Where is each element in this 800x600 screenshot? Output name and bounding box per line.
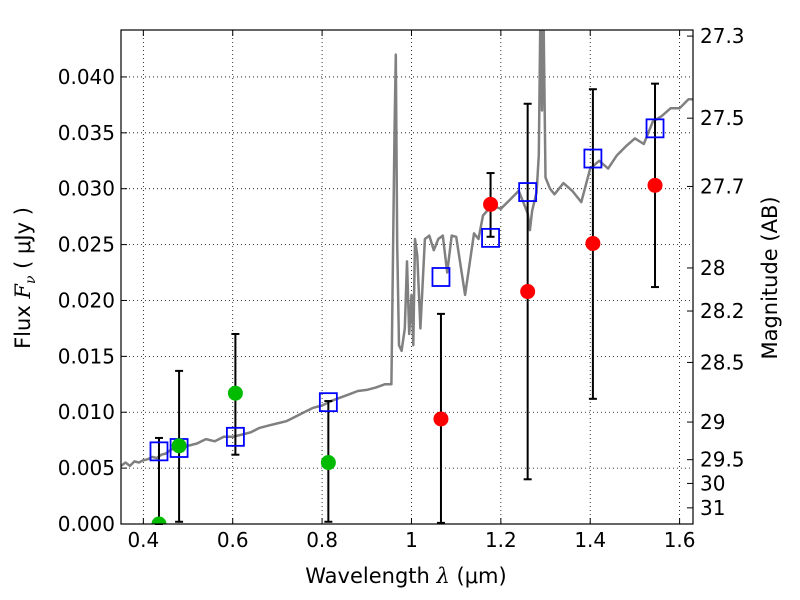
observed-point xyxy=(171,438,187,454)
model-photometry-point xyxy=(645,118,665,139)
plot-frame xyxy=(120,29,694,525)
model-photometry-point xyxy=(583,148,603,169)
x-tick-label: 0.8 xyxy=(306,528,338,552)
observed-point xyxy=(320,455,336,471)
x-tick-label: 1 xyxy=(405,528,418,552)
y2-tick-label: 28 xyxy=(700,256,725,280)
observed-point xyxy=(227,385,243,401)
y-tick-label: 0.000 xyxy=(58,512,115,536)
x-axis-title: Wavelength λ (μm) xyxy=(305,564,506,588)
tick-labels: 0.4 0.6 0.8 1 1.2 1.4 1.6 0.000 0.005 0.010 0.015 0… xyxy=(58,24,745,552)
observed-point xyxy=(151,516,167,524)
x-tick-label: 0.4 xyxy=(127,528,159,552)
x-tick-label: 1.4 xyxy=(574,528,606,552)
y2-tick-label: 29.5 xyxy=(700,448,745,472)
model-photometry-point xyxy=(149,441,169,462)
y-tick-label: 0.010 xyxy=(58,400,115,424)
observed-point xyxy=(483,196,499,212)
x-tick-label: 0.6 xyxy=(217,528,249,552)
y-tick-label: 0.020 xyxy=(58,288,115,312)
model-photometry-point xyxy=(518,182,538,202)
y2-tick-label: 27.5 xyxy=(700,106,745,130)
y2-tick-label: 27.7 xyxy=(700,174,745,198)
y2-tick-label: 31 xyxy=(700,496,725,520)
y-tick-label: 0.030 xyxy=(58,177,115,201)
observed-point xyxy=(647,177,663,193)
observed-point xyxy=(585,235,601,251)
y2-tick-label: 30 xyxy=(700,471,725,495)
x-tick-label: 1.6 xyxy=(664,528,696,552)
model-photometry-series xyxy=(149,118,665,462)
observed-series xyxy=(151,177,663,524)
error-bars xyxy=(154,82,660,525)
model-photometry-point xyxy=(431,267,451,287)
y-tick-label: 0.015 xyxy=(58,344,115,368)
model-sed-series xyxy=(121,30,693,468)
y-tick-label: 0.005 xyxy=(58,456,115,480)
axis-ticks xyxy=(121,30,693,525)
y2-axis-title: Magnitude (AB) xyxy=(758,196,782,359)
y-axis-title: Flux Fν ( μJy ) xyxy=(11,207,39,349)
observed-point xyxy=(433,411,449,427)
x-tick-label: 1.2 xyxy=(485,528,517,552)
model-photometry-point xyxy=(481,227,500,248)
y2-tick-label: 28.2 xyxy=(700,299,745,323)
y-tick-label: 0.035 xyxy=(58,121,115,145)
model-photometry-point xyxy=(318,392,338,413)
model-photometry-point xyxy=(225,426,245,447)
observed-point xyxy=(520,284,536,300)
y2-tick-label: 29 xyxy=(700,410,725,434)
y2-tick-label: 27.3 xyxy=(700,24,745,48)
sed-line xyxy=(121,30,693,468)
y-tick-label: 0.025 xyxy=(58,233,115,257)
y-tick-label: 0.040 xyxy=(58,65,115,89)
y2-tick-label: 28.5 xyxy=(700,350,745,374)
